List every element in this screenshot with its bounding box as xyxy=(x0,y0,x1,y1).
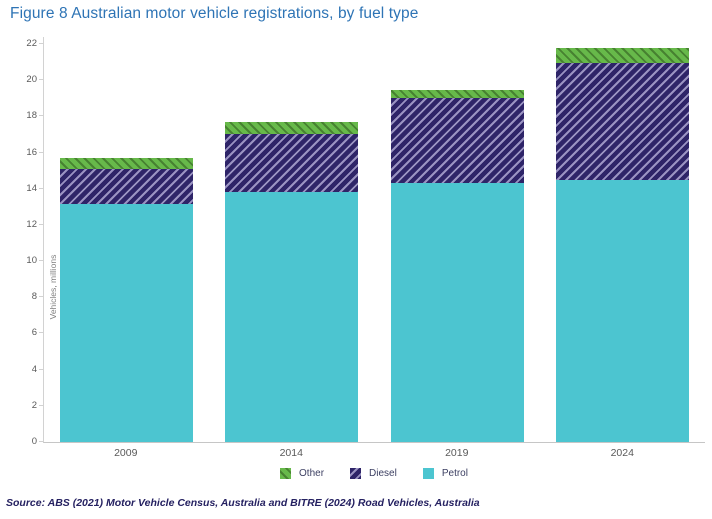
y-tick-mark-12 xyxy=(39,223,43,225)
segment-petrol-2019 xyxy=(390,183,524,442)
bar-2019 xyxy=(390,90,524,442)
segment-petrol-2009 xyxy=(60,204,194,442)
y-tick-label-20: 20 xyxy=(26,74,37,86)
y-tick-label-18: 18 xyxy=(26,110,37,122)
bar-2014 xyxy=(225,121,359,442)
bar-slot-2019 xyxy=(375,45,540,442)
y-tick-label-22: 22 xyxy=(26,38,37,49)
source-note: Source: ABS (2021) Motor Vehicle Census,… xyxy=(6,497,480,509)
y-tick-label-16: 16 xyxy=(26,146,37,158)
y-tick-mark-20 xyxy=(39,79,43,81)
y-tick-mark-10 xyxy=(39,260,43,262)
segment-diesel-2019 xyxy=(390,98,524,184)
chart-title: Figure 8 Australian motor vehicle regist… xyxy=(10,5,419,22)
segment-diesel-2024 xyxy=(555,63,689,180)
x-axis-labels: 2009 2014 2019 2024 xyxy=(43,447,705,459)
segment-petrol-2024 xyxy=(555,179,689,442)
segment-other-2014 xyxy=(225,121,359,134)
segment-other-2024 xyxy=(555,47,689,64)
legend-label-diesel: Diesel xyxy=(369,468,397,479)
y-tick-label-0: 0 xyxy=(31,436,37,447)
y-tick-label-6: 6 xyxy=(31,327,37,339)
segment-other-2009 xyxy=(60,158,194,169)
segment-diesel-2009 xyxy=(60,168,194,205)
y-tick-mark-22 xyxy=(39,43,43,44)
x-axis-label-2014: 2014 xyxy=(279,447,303,459)
x-axis-label-2009: 2009 xyxy=(114,447,138,459)
y-tick-mark-8 xyxy=(39,296,43,298)
legend-swatch-diesel xyxy=(350,468,362,479)
y-tick-mark-18 xyxy=(39,115,43,117)
bar-2024 xyxy=(555,47,689,442)
y-tick-mark-4 xyxy=(39,368,43,370)
legend-item-diesel: Diesel xyxy=(350,468,397,479)
x-axis-label-2024: 2024 xyxy=(610,447,634,459)
y-tick-label-12: 12 xyxy=(26,218,37,230)
bar-slot-2009 xyxy=(44,45,209,442)
y-axis-line-extension xyxy=(43,37,44,45)
legend-label-petrol: Petrol xyxy=(441,468,468,479)
y-tick-mark-6 xyxy=(39,332,43,334)
y-tick-mark-16 xyxy=(39,151,43,153)
bars-container xyxy=(44,45,705,442)
plot-area: Vehicles, millions 0 2 4 6 8 10 12 14 16 18 20 22 xyxy=(26,37,705,447)
y-tick-mark-0 xyxy=(39,441,43,442)
x-axis-label-2019: 2019 xyxy=(445,447,469,459)
segment-petrol-2014 xyxy=(225,192,359,442)
y-tick-mark-2 xyxy=(39,404,43,406)
legend-swatch-other xyxy=(280,468,292,479)
legend-swatch-petrol xyxy=(422,468,434,479)
legend-item-other: Other xyxy=(280,468,324,479)
y-tick-label-10: 10 xyxy=(26,255,37,267)
bar-2009 xyxy=(60,158,194,442)
y-tick-label-2: 2 xyxy=(31,399,37,411)
y-tick-mark-14 xyxy=(39,187,43,189)
segment-other-2019 xyxy=(390,90,524,99)
y-tick-label-4: 4 xyxy=(31,363,37,375)
legend-label-other: Other xyxy=(299,468,325,479)
y-tick-label-8: 8 xyxy=(31,291,37,303)
bar-slot-2024 xyxy=(540,45,705,442)
bar-slot-2014 xyxy=(209,45,374,442)
legend: Other Diesel Petrol xyxy=(43,468,705,479)
y-tick-label-14: 14 xyxy=(26,182,37,194)
legend-item-petrol: Petrol xyxy=(422,468,468,479)
segment-diesel-2014 xyxy=(225,133,359,193)
